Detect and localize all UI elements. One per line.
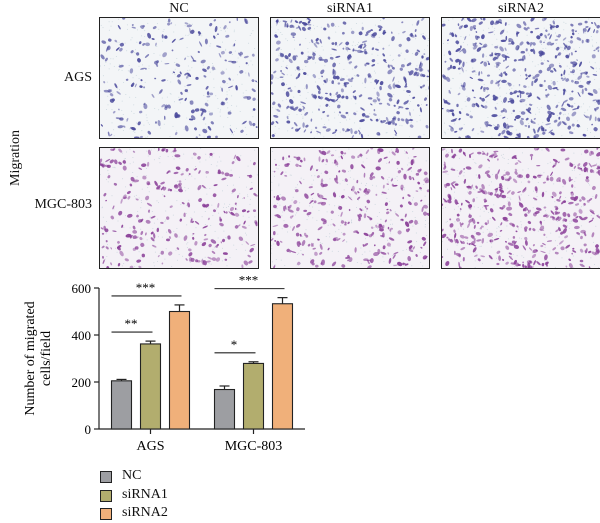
- y-axis-label: Number of migratedcells/field: [23, 301, 54, 415]
- bar: [213, 388, 236, 430]
- bar: [242, 362, 265, 430]
- row-label-mgc803: MGC-803: [34, 197, 92, 212]
- migration-bar-chart: 0 200 400 600 Number of migratedcells/field A…: [23, 273, 305, 454]
- bar: [110, 380, 133, 430]
- column-label-nc: NC: [169, 1, 189, 16]
- bar: [168, 310, 191, 430]
- bar: [139, 343, 162, 430]
- y-tick-label: 0: [85, 422, 92, 437]
- x-tick-label: MGC-803: [225, 439, 283, 454]
- y-tick-label: 200: [72, 375, 92, 390]
- bar: [271, 303, 294, 430]
- panel-ags-sirna2: [441, 17, 600, 139]
- y-axis-label-line: cells/field: [39, 331, 54, 386]
- panel-mgc803-sirna2: [441, 147, 600, 269]
- column-label-sirna1: siRNA1: [327, 1, 373, 16]
- legend-label-nc: NC: [122, 468, 142, 483]
- panel-mgc803-sirna1: [270, 147, 430, 269]
- legend-swatch-nc: [100, 471, 112, 483]
- column-label-sirna2: siRNA2: [498, 1, 544, 16]
- legend-label-sirna1: siRNA1: [122, 487, 168, 502]
- significance-label: **: [125, 316, 138, 331]
- x-tick-label: AGS: [136, 439, 164, 454]
- panel-mgc803-nc: [99, 147, 259, 269]
- y-axis-label-line: Number of migrated: [23, 301, 38, 415]
- significance-label: ***: [239, 273, 259, 288]
- panel-ags-nc: [99, 17, 259, 139]
- significance-label: *: [231, 337, 238, 352]
- row-label-ags: AGS: [63, 70, 92, 85]
- migration-label: Migration: [8, 130, 23, 186]
- panel-ags-sirna1: [270, 17, 430, 139]
- significance-label: ***: [136, 280, 156, 295]
- legend-swatch-sirna2: [100, 508, 112, 520]
- y-tick-label: 400: [72, 328, 92, 343]
- legend-label-sirna2: siRNA2: [122, 505, 168, 520]
- y-tick-label: 600: [72, 281, 92, 296]
- legend-swatch-sirna1: [100, 490, 112, 502]
